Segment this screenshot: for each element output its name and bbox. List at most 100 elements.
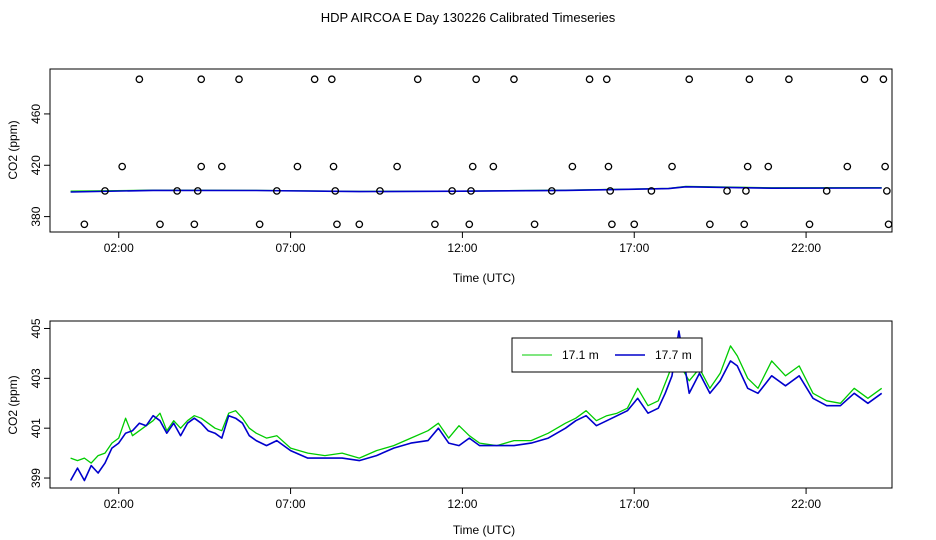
x-tick-label: 07:00 [276,241,306,255]
data-point [547,187,556,195]
y-axis-title: CO2 (ppm) [6,375,20,434]
data-point [822,187,831,195]
data-point [331,187,340,195]
x-tick-label: 12:00 [447,241,477,255]
data-point [668,162,676,171]
data-point [393,162,401,171]
y-tick-label: 401 [29,418,43,438]
x-tick-label: 17:00 [619,497,649,511]
data-point [156,220,164,229]
x-axis: 02:00 07:00 12:00 17:00 22:00 [104,488,821,511]
data-point [742,187,750,195]
data-point [602,75,611,84]
data-point [235,75,243,84]
y-tick-label: 403 [29,368,43,388]
data-point [706,220,714,229]
data-point [135,75,144,84]
data-point [355,220,364,229]
data-point [431,220,439,229]
data-point [723,187,731,195]
data-point [333,220,341,229]
data-point [604,162,613,171]
data-point [465,220,474,229]
y-axis-title: CO2 (ppm) [6,120,20,179]
data-point [843,162,852,171]
data-point [568,162,577,171]
x-tick-label: 22:00 [791,497,821,511]
series-lines [70,185,882,193]
data-point [101,187,109,195]
y-tick-label: 420 [29,155,43,175]
data-point [310,75,319,84]
data-point [80,220,89,229]
data-point [510,75,518,84]
data-point [743,162,752,171]
data-point [647,187,656,195]
data-point [530,220,539,229]
y-tick-label: 460 [29,104,43,124]
data-point [413,75,422,84]
data-point [197,75,206,84]
data-point [585,75,594,84]
legend: 17.1 m 17.7 m [511,337,703,373]
data-point [197,162,206,171]
x-tick-label: 07:00 [276,497,306,511]
data-point [468,162,477,171]
y-axis: 380 420 460 [29,104,50,227]
data-point [193,187,202,195]
x-tick-label: 02:00 [104,241,134,255]
data-point [272,187,281,195]
plot-frame [49,68,893,233]
data-point [745,75,754,84]
data-point [448,187,456,195]
calibration-points [80,75,893,229]
series-lines [69,330,883,482]
y-tick-label: 405 [29,318,43,338]
data-point [764,162,773,171]
x-axis: 02:00 07:00 12:00 17:00 22:00 [104,232,821,255]
data-point [293,162,302,171]
data-point [884,220,893,229]
plot-frame [49,320,893,489]
data-point [329,162,338,171]
data-point [327,75,336,84]
data-point [190,220,199,229]
data-point [217,162,226,171]
data-point [118,162,127,171]
x-axis-title: Time (UTC) [453,523,515,537]
data-point [467,187,475,195]
data-point [879,75,888,84]
y-tick-label: 399 [29,468,43,488]
data-point [472,75,481,84]
data-point [606,187,615,195]
x-tick-label: 22:00 [791,241,821,255]
data-point [685,75,694,84]
data-point [173,187,182,195]
data-point [376,187,384,195]
series-line-17-1-m [70,345,883,464]
x-axis-title: Time (UTC) [453,271,515,285]
series-line-17-7-m [70,186,882,193]
y-axis: 399 401 403 405 [29,318,50,488]
y-tick-label: 380 [29,206,43,226]
calibration-panel: 02:00 07:00 12:00 17:00 22:00 380 420 460 Time… [6,68,893,285]
x-tick-label: 17:00 [619,241,649,255]
series-line-17-7-m [69,330,883,482]
data-point [785,75,793,84]
data-point [608,220,616,229]
data-point [255,220,264,229]
chart-title: HDP AIRCOA E Day 130226 Calibrated Times… [321,10,616,25]
data-point [805,220,814,229]
data-point [489,162,498,171]
legend-label-17-7: 17.7 m [655,348,692,362]
data-point [860,75,869,84]
data-point [882,187,891,195]
timeseries-panel: 02:00 07:00 12:00 17:00 22:00 399 401 403 405 T… [6,318,893,537]
data-point [740,220,749,229]
legend-label-17-1: 17.1 m [562,348,599,362]
data-point [630,220,639,229]
x-tick-label: 12:00 [447,497,477,511]
data-point [881,162,889,171]
x-tick-label: 02:00 [104,497,134,511]
